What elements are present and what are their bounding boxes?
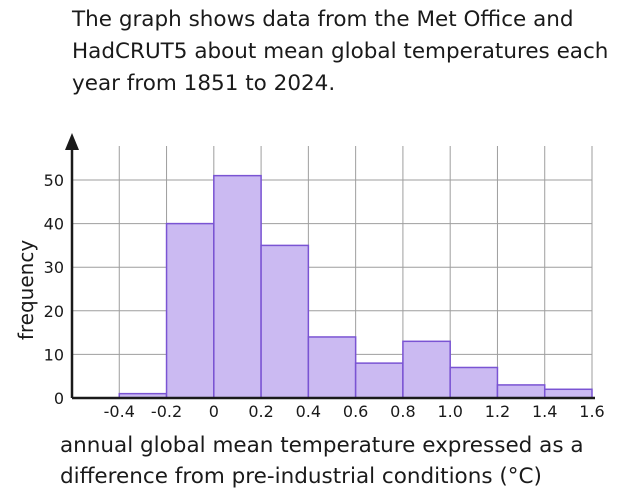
y-tick-labels: 0 10 20 30 40 50	[44, 171, 64, 408]
histogram-bar	[496, 384, 546, 399]
x-tick-label: 0	[209, 402, 219, 421]
x-tick-label: 1.6	[579, 402, 604, 421]
x-tick-label: 1.2	[485, 402, 510, 421]
histogram-bar	[260, 244, 310, 399]
intro-text: The graph shows data from the Met Office…	[72, 7, 609, 96]
x-tick-label: 0.8	[390, 402, 415, 421]
x-tick-label: 0.2	[248, 402, 273, 421]
y-tick-label: 30	[44, 258, 64, 277]
y-tick-label: 0	[54, 389, 64, 408]
x-tick-label: 0.4	[296, 402, 321, 421]
x-axis-label: annual global mean temperature expressed…	[60, 433, 584, 489]
histogram-bar	[307, 336, 357, 399]
x-tick-label: -0.4	[104, 402, 135, 421]
histogram-bar	[402, 340, 451, 399]
y-tick-label: 10	[44, 345, 64, 364]
y-tick-label: 20	[44, 302, 64, 321]
axes	[65, 133, 595, 400]
y-axis-arrow	[65, 133, 79, 150]
y-tick-label: 40	[44, 215, 64, 234]
histogram-bar	[354, 362, 404, 399]
histogram-bar	[449, 366, 499, 399]
x-tick-label: 1.4	[532, 402, 557, 421]
x-tick-label: 1.0	[437, 402, 462, 421]
histogram-bar	[543, 388, 593, 399]
x-tick-label: -0.2	[151, 402, 182, 421]
y-axis-label: frequency	[14, 240, 38, 340]
y-tick-label: 50	[44, 171, 64, 190]
histogram-bar	[213, 174, 262, 399]
histogram-bar	[165, 222, 215, 399]
x-tick-labels: -0.4 -0.2 0 0.2 0.4 0.6 0.8 1.0 1.2 1.4 1.6	[104, 402, 605, 421]
histogram-bars	[118, 174, 593, 399]
x-tick-label: 0.6	[343, 402, 368, 421]
